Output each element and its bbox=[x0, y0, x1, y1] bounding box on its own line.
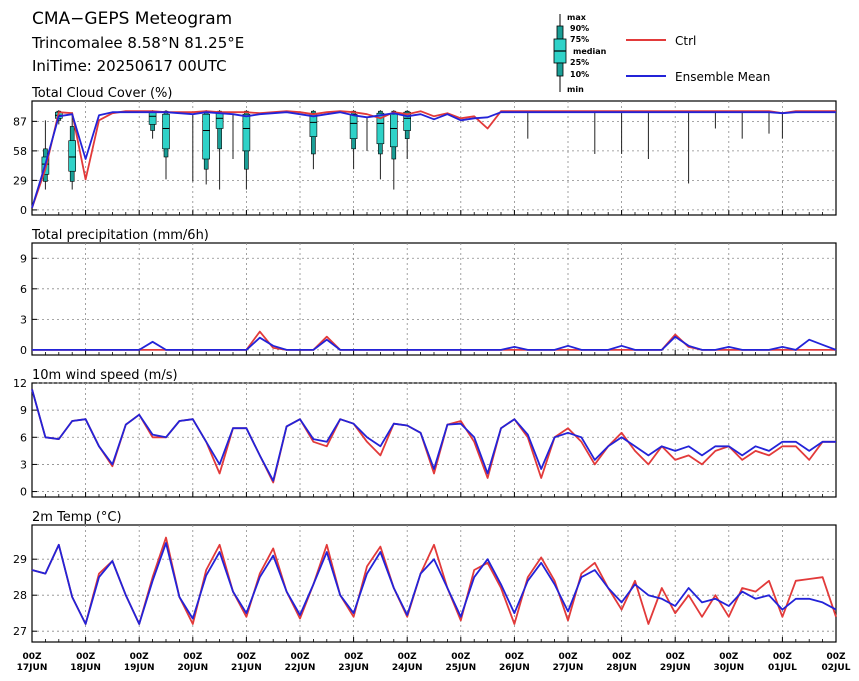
ensemble-box-iqr bbox=[242, 113, 251, 152]
panel-wind-title: 10m wind speed (m/s) bbox=[32, 368, 178, 383]
x-tick-date: 26JUN bbox=[499, 663, 530, 673]
x-tick-date: 20JUN bbox=[177, 663, 208, 673]
x-tick-hour: 00Z bbox=[826, 652, 846, 662]
x-tick-hour: 00Z bbox=[666, 652, 686, 662]
legend-mean-label: Ensemble Mean bbox=[675, 70, 770, 84]
legend-box-glyph bbox=[553, 14, 567, 92]
y-tick-label: 0 bbox=[20, 486, 27, 499]
ensemble-mean-line bbox=[32, 335, 837, 351]
ctrl-series-line bbox=[31, 536, 837, 625]
x-tick-hour: 00Z bbox=[183, 652, 203, 662]
y-tick-label: 29 bbox=[13, 553, 27, 566]
panel-cloud-plot bbox=[31, 110, 836, 209]
y-tick-label: 0 bbox=[20, 344, 27, 357]
x-tick-hour: 00Z bbox=[22, 652, 42, 662]
ensemble-box-iqr bbox=[309, 112, 318, 137]
panel-precip-plot bbox=[32, 330, 837, 351]
y-tick-label: 6 bbox=[20, 431, 27, 444]
legend-ctrl-label: Ctrl bbox=[675, 34, 696, 48]
panel-temp-title: 2m Temp (°C) bbox=[32, 510, 122, 525]
ensemble-mean-line bbox=[31, 111, 836, 209]
x-tick-hour: 00Z bbox=[505, 652, 525, 662]
x-tick-hour: 00Z bbox=[719, 652, 739, 662]
ensemble-box-iqr bbox=[162, 113, 170, 150]
x-tick-date: 19JUN bbox=[124, 663, 155, 673]
legend-median-label: median bbox=[573, 47, 607, 56]
ensemble-box-iqr bbox=[349, 113, 358, 139]
ensemble-box-iqr bbox=[148, 111, 157, 125]
panel-cloud-cover: Total Cloud Cover (%) 0 29 58 87 bbox=[13, 86, 837, 217]
x-tick-hour: 00Z bbox=[773, 652, 793, 662]
x-tick-hour: 00Z bbox=[344, 652, 364, 662]
y-tick-label: 58 bbox=[13, 145, 27, 158]
ensemble-box-iqr bbox=[403, 111, 412, 131]
x-tick-hour: 00Z bbox=[451, 652, 471, 662]
x-tick-hour: 00Z bbox=[290, 652, 310, 662]
panel-temperature: 2m Temp (°C) 27 28 29 bbox=[13, 510, 837, 643]
x-tick-date: 01JUL bbox=[768, 663, 797, 673]
panel-temp-plot bbox=[31, 536, 837, 625]
x-tick-date: 25JUN bbox=[445, 663, 476, 673]
y-tick-label: 9 bbox=[20, 252, 27, 265]
ensemble-box-iqr bbox=[215, 111, 224, 129]
panel-temp-y-axis: 27 28 29 bbox=[13, 553, 37, 638]
init-time-label: IniTime: 20250617 00UTC bbox=[32, 57, 227, 75]
location-label: Trincomalee 8.58°N 81.25°E bbox=[31, 34, 244, 52]
x-tick-date: 22JUN bbox=[285, 663, 316, 673]
y-tick-label: 9 bbox=[20, 404, 27, 417]
y-tick-label: 27 bbox=[13, 625, 27, 638]
x-tick-hour: 00Z bbox=[130, 652, 150, 662]
legend-p10-box bbox=[556, 62, 564, 77]
y-tick-label: 29 bbox=[13, 174, 27, 187]
x-tick-date: 17JUN bbox=[17, 663, 48, 673]
y-tick-label: 28 bbox=[13, 589, 27, 602]
meteogram-title: CMA−GEPS Meteogram bbox=[32, 9, 232, 29]
x-tick-date: 18JUN bbox=[70, 663, 101, 673]
panel-wind-grid bbox=[31, 382, 837, 497]
ensemble-box-iqr bbox=[389, 113, 398, 148]
y-tick-label: 87 bbox=[13, 115, 27, 128]
x-tick-date: 30JUN bbox=[713, 663, 744, 673]
y-tick-label: 3 bbox=[20, 313, 27, 326]
y-tick-label: 12 bbox=[13, 377, 27, 390]
panel-wind-speed: 10m wind speed (m/s) 0 3 6 9 12 bbox=[13, 368, 837, 499]
ensemble-box-outer bbox=[217, 110, 222, 150]
legend-p90-label: 90% bbox=[570, 24, 589, 33]
panel-precip-title: Total precipitation (mm/6h) bbox=[31, 228, 209, 243]
y-tick-label: 6 bbox=[20, 283, 27, 296]
legend-p75-label: 75% bbox=[570, 35, 589, 44]
x-tick-date: 27JUN bbox=[553, 663, 584, 673]
x-tick-hour: 00Z bbox=[612, 652, 632, 662]
legend-p10-label: 10% bbox=[570, 70, 589, 79]
ensemble-box-iqr bbox=[202, 113, 210, 160]
x-tick-date: 29JUN bbox=[660, 663, 691, 673]
ensemble-mean-line bbox=[31, 542, 837, 625]
y-tick-label: 0 bbox=[20, 204, 27, 217]
ensemble-mean-line bbox=[31, 389, 836, 482]
x-tick-hour: 00Z bbox=[76, 652, 96, 662]
x-tick-date: 02JUL bbox=[822, 663, 851, 673]
legend-p90-box bbox=[556, 25, 564, 40]
ensemble-box-iqr bbox=[376, 112, 385, 145]
x-tick-date: 28JUN bbox=[606, 663, 637, 673]
x-tick-date: 24JUN bbox=[392, 663, 423, 673]
y-tick-label: 3 bbox=[20, 458, 27, 471]
panel-precipitation: Total precipitation (mm/6h) 0 3 6 9 bbox=[20, 228, 837, 357]
legend-p25-label: 25% bbox=[570, 58, 589, 67]
legend-min-label: min bbox=[567, 85, 584, 94]
panel-cloud-title: Total Cloud Cover (%) bbox=[31, 86, 172, 101]
x-tick-hour: 00Z bbox=[558, 652, 578, 662]
x-tick-hour: 00Z bbox=[398, 652, 418, 662]
x-tick-hour: 00Z bbox=[237, 652, 257, 662]
legend-max-label: max bbox=[567, 13, 587, 22]
panel-wind-plot bbox=[31, 389, 836, 484]
x-axis-labels: 00Z17JUN00Z18JUN00Z19JUN00Z20JUN00Z21JUN… bbox=[17, 652, 851, 673]
x-tick-date: 23JUN bbox=[338, 663, 369, 673]
panel-cloud-y-axis: 0 29 58 87 bbox=[13, 115, 37, 217]
panel-wind-y-axis: 0 3 6 9 12 bbox=[13, 377, 37, 499]
x-tick-date: 21JUN bbox=[231, 663, 262, 673]
ensemble-box-iqr bbox=[68, 140, 76, 172]
